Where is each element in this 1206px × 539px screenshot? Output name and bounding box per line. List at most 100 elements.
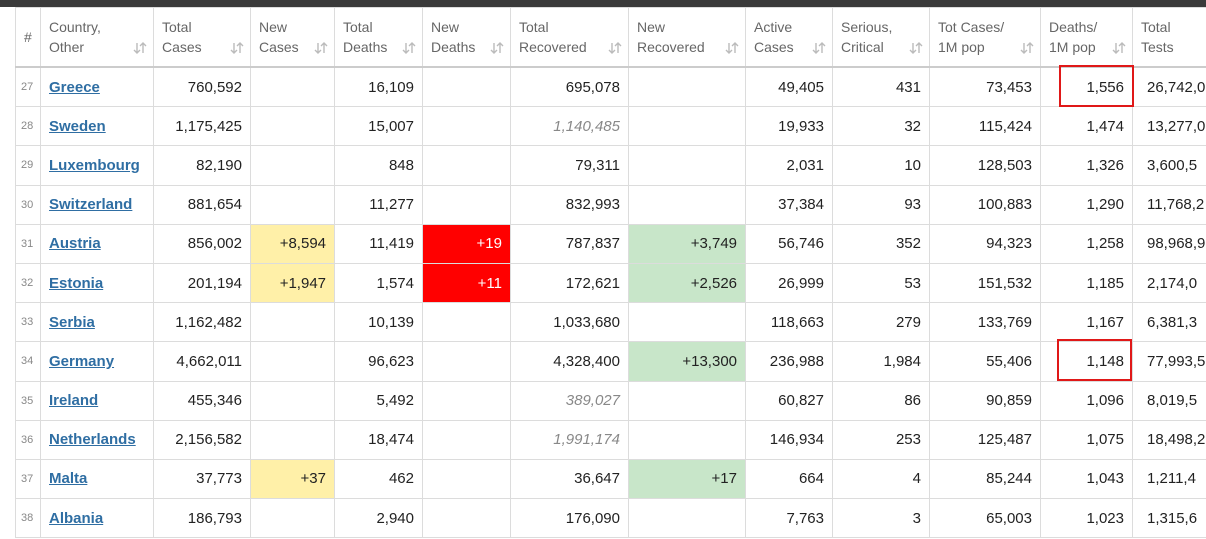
- cell: 1,290: [1040, 184, 1133, 225]
- column-header[interactable]: Deaths/1M pop: [1040, 7, 1133, 68]
- country-link[interactable]: Switzerland: [49, 196, 133, 214]
- cell: [250, 341, 335, 382]
- column-header[interactable]: Total Deaths: [334, 7, 423, 68]
- cell: 4: [832, 458, 930, 500]
- cell: 3,600,5: [1132, 145, 1206, 186]
- cell: 881,654: [153, 184, 251, 225]
- cell: [250, 66, 335, 108]
- cell: [422, 419, 511, 460]
- cell: 10: [832, 145, 930, 186]
- column-header[interactable]: Total Cases: [153, 7, 251, 68]
- cell: [422, 106, 511, 147]
- top-bar: [0, 0, 1206, 7]
- table-row: 37 Malta 37,773 +37 462 36,647 +17 664 4 85,244 1,…: [15, 458, 1206, 500]
- cell: 11,277: [334, 184, 423, 225]
- cell: +17: [628, 458, 746, 500]
- cell: 176,090: [510, 498, 629, 539]
- cell: Sweden: [40, 106, 154, 147]
- cell: [628, 106, 746, 147]
- cell: 38: [15, 498, 41, 539]
- cell: +2,526: [628, 262, 746, 304]
- sort-icon: [725, 42, 739, 54]
- sort-icon: [1020, 42, 1034, 54]
- cell: 151,532: [929, 262, 1041, 304]
- country-link[interactable]: Austria: [49, 235, 101, 253]
- column-header[interactable]: Active Cases: [745, 7, 833, 68]
- column-header[interactable]: Serious, Critical: [832, 7, 930, 68]
- cell: 36: [15, 419, 41, 460]
- country-link[interactable]: Malta: [49, 470, 88, 488]
- column-header[interactable]: New Deaths: [422, 7, 511, 68]
- table-row: 33 Serbia 1,162,482 10,139 1,033,680 118,663 2…: [15, 302, 1206, 343]
- cell: Malta: [40, 458, 154, 500]
- column-header[interactable]: New Recovered: [628, 7, 746, 68]
- cell: 31: [15, 223, 41, 264]
- header-line: #: [24, 29, 32, 45]
- country-link[interactable]: Ireland: [49, 392, 99, 410]
- cell: 3: [832, 498, 930, 539]
- cell: 787,837: [510, 223, 629, 264]
- country-link[interactable]: Estonia: [49, 274, 104, 292]
- cell: 1,075: [1040, 419, 1133, 460]
- country-link[interactable]: Greece: [49, 78, 100, 96]
- cell: 1,033,680: [510, 302, 629, 343]
- country-link[interactable]: Albania: [49, 509, 104, 527]
- sort-icon: [812, 42, 826, 54]
- column-header[interactable]: Tot Cases/1M pop: [929, 7, 1041, 68]
- table-container: # Country, Other Total Cases New Cases Total Dea…: [15, 7, 1206, 539]
- country-link[interactable]: Germany: [49, 352, 115, 370]
- cell: Greece: [40, 66, 154, 108]
- country-link[interactable]: Netherlands: [49, 431, 136, 449]
- cell: 1,162,482: [153, 302, 251, 343]
- cell: 33: [15, 302, 41, 343]
- cell: [422, 380, 511, 421]
- cell: +1,947: [250, 262, 335, 304]
- cell: 27: [15, 66, 41, 108]
- header-line: Recovered: [519, 39, 587, 55]
- cell: [628, 66, 746, 108]
- cell: 1,984: [832, 341, 930, 382]
- cell: 98,968,9: [1132, 223, 1206, 264]
- cell: 77,993,5: [1132, 341, 1206, 382]
- cell: [250, 419, 335, 460]
- cell: 53: [832, 262, 930, 304]
- cell: 100,883: [929, 184, 1041, 225]
- column-header[interactable]: Country, Other: [40, 7, 154, 68]
- cell: [250, 184, 335, 225]
- table-row: 30 Switzerland 881,654 11,277 832,993 37,384 9…: [15, 184, 1206, 225]
- cell: 94,323: [929, 223, 1041, 264]
- table-row: 35 Ireland 455,346 5,492 389,027 60,827 86 90,8…: [15, 380, 1206, 421]
- header-line: Critical: [841, 39, 884, 55]
- cell: [250, 498, 335, 539]
- cell: 2,940: [334, 498, 423, 539]
- header-line: Total: [519, 19, 549, 35]
- cell: Netherlands: [40, 419, 154, 460]
- cell: 856,002: [153, 223, 251, 264]
- header-line: Total: [162, 19, 192, 35]
- cell: Switzerland: [40, 184, 154, 225]
- header-line: Deaths/: [1049, 19, 1098, 35]
- cell: 279: [832, 302, 930, 343]
- cell: 455,346: [153, 380, 251, 421]
- country-link[interactable]: Luxembourg: [49, 156, 140, 174]
- cell: 4,328,400: [510, 341, 629, 382]
- header-line: Active: [754, 19, 793, 35]
- cell: 10,139: [334, 302, 423, 343]
- cell: 115,424: [929, 106, 1041, 147]
- cell: [628, 302, 746, 343]
- country-link[interactable]: Serbia: [49, 313, 95, 331]
- cell: [628, 419, 746, 460]
- cell: 8,019,5: [1132, 380, 1206, 421]
- header-line: Recovered: [637, 39, 705, 55]
- column-header[interactable]: Total Tests: [1132, 7, 1206, 68]
- cell: 11,768,2: [1132, 184, 1206, 225]
- cell: [422, 145, 511, 186]
- cell: 1,258: [1040, 223, 1133, 264]
- cell: 19,933: [745, 106, 833, 147]
- country-link[interactable]: Sweden: [49, 117, 106, 135]
- column-header[interactable]: New Cases: [250, 7, 335, 68]
- header-line: Cases: [754, 39, 794, 55]
- cell: 1,096: [1040, 380, 1133, 421]
- column-header[interactable]: Total Recovered: [510, 7, 629, 68]
- cell: 32: [15, 262, 41, 304]
